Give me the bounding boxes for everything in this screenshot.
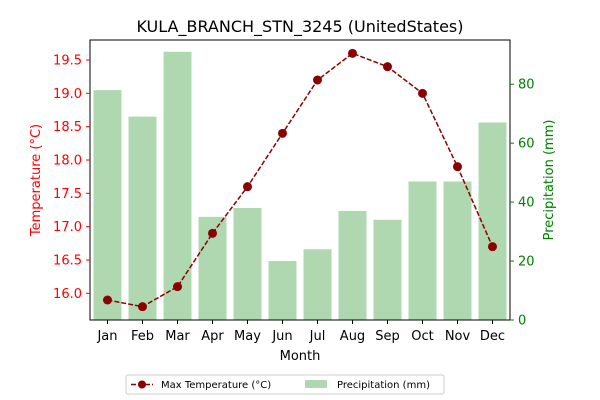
- x-tick-label: Aug: [340, 329, 365, 344]
- precip-bar-may: [233, 208, 262, 320]
- temp-point-oct: [418, 88, 427, 98]
- temp-point-jul: [313, 75, 322, 85]
- precip-bar-sep: [373, 219, 402, 320]
- legend-line-marker: [138, 380, 146, 389]
- y-right-tick-label: 80: [518, 78, 535, 93]
- temp-point-jun: [278, 128, 287, 138]
- precip-bar-mar: [163, 51, 192, 320]
- y-left-tick-label: 18.0: [53, 154, 82, 169]
- temp-point-aug: [348, 48, 357, 58]
- x-tick-label: Jan: [96, 329, 117, 344]
- temp-point-mar: [173, 282, 182, 292]
- y-right-tick-label: 20: [518, 255, 535, 270]
- precip-bar-nov: [443, 181, 472, 320]
- precip-bar-jan: [93, 90, 122, 321]
- precip-bar-jun: [268, 261, 297, 320]
- y-axis-right-title: Precipitation (mm): [542, 120, 557, 241]
- temp-point-dec: [488, 242, 497, 252]
- x-tick-label: Dec: [480, 329, 505, 344]
- x-tick-label: Apr: [201, 329, 224, 344]
- x-tick-label: May: [234, 329, 261, 344]
- temperature-line: [103, 48, 497, 312]
- temp-point-nov: [453, 162, 462, 172]
- temperature-series-line: [107, 52, 494, 308]
- temp-point-sep: [383, 62, 392, 72]
- precip-bar-feb: [128, 116, 157, 320]
- temp-point-feb: [138, 302, 147, 312]
- y-right-tick-label: 0: [518, 314, 526, 329]
- x-tick-label: Jun: [271, 329, 292, 344]
- temp-point-jan: [103, 295, 112, 305]
- y-left-tick-label: 16.5: [53, 254, 82, 269]
- precip-bar-oct: [408, 181, 437, 320]
- precip-bar-aug: [338, 210, 367, 320]
- y-left-tick-label: 19.5: [53, 54, 82, 69]
- y-left-tick-label: 16.0: [53, 287, 82, 302]
- x-tick-label: Oct: [411, 329, 433, 344]
- x-tick-label: Mar: [165, 329, 190, 344]
- temp-point-apr: [208, 228, 217, 238]
- legend: Max Temperature (°C) Precipitation (mm): [125, 374, 445, 395]
- y-axis-left-title: Temperature (°C): [29, 124, 44, 237]
- legend-label-temperature: Max Temperature (°C): [161, 380, 271, 391]
- chart-title: KULA_BRANCH_STN_3245 (UnitedStates): [136, 17, 463, 37]
- x-tick-label: Nov: [445, 329, 471, 344]
- y-right-tick-label: 40: [518, 196, 535, 211]
- precip-bar-jul: [303, 249, 332, 320]
- y-right-tick-label: 60: [518, 137, 535, 152]
- legend-frame: [125, 374, 445, 395]
- axes: 16.0 16.5 17.0 17.5 18.0 18.5 19.0 19.5 0 20 40 60 8…: [53, 39, 535, 344]
- legend-label-precipitation: Precipitation (mm): [337, 380, 430, 391]
- y-left-tick-label: 17.5: [53, 187, 82, 202]
- y-left-tick-label: 17.0: [53, 220, 82, 235]
- x-tick-label: Jul: [309, 329, 326, 344]
- precipitation-bars: [93, 51, 507, 321]
- x-tick-label: Sep: [375, 329, 400, 344]
- y-left-tick-label: 19.0: [53, 87, 82, 102]
- precip-bar-dec: [478, 122, 507, 321]
- legend-bar-swatch: [305, 380, 327, 388]
- x-tick-label: Feb: [131, 329, 154, 344]
- y-left-tick-label: 18.5: [53, 120, 82, 135]
- x-axis-title: Month: [280, 349, 321, 364]
- plot-frame: [89, 39, 511, 321]
- temp-point-may: [243, 182, 252, 192]
